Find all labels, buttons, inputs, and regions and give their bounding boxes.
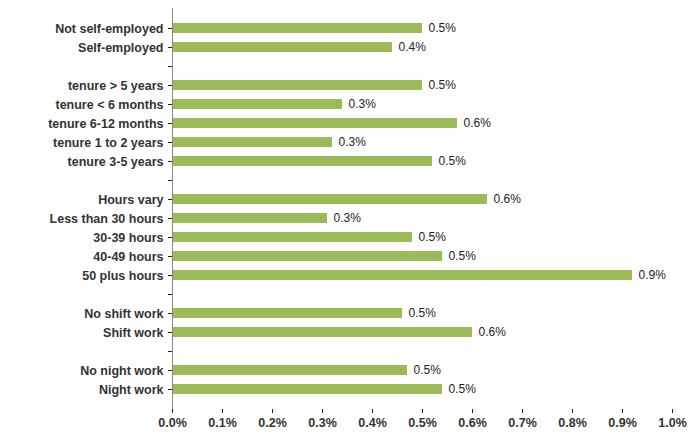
svg-text:40-49 hours: 40-49 hours <box>93 250 163 264</box>
svg-text:0.5%: 0.5% <box>419 230 447 244</box>
svg-text:0.7%: 0.7% <box>508 416 537 430</box>
svg-text:0.3%: 0.3% <box>349 97 377 111</box>
svg-text:0.6%: 0.6% <box>458 416 487 430</box>
svg-text:tenure 1 to 2 years: tenure 1 to 2 years <box>53 136 164 150</box>
svg-text:0.5%: 0.5% <box>449 249 477 263</box>
svg-text:0.4%: 0.4% <box>358 416 387 430</box>
svg-text:Shift work: Shift work <box>103 326 163 340</box>
svg-text:Less than 30 hours: Less than 30 hours <box>50 212 164 226</box>
svg-text:0.1%: 0.1% <box>208 416 237 430</box>
svg-text:0.5%: 0.5% <box>429 21 457 35</box>
svg-text:Self-employed: Self-employed <box>78 41 163 55</box>
svg-text:No shift work: No shift work <box>84 307 163 321</box>
svg-text:0.5%: 0.5% <box>439 154 467 168</box>
svg-text:0.0%: 0.0% <box>158 416 187 430</box>
svg-text:1.0%: 1.0% <box>658 416 687 430</box>
svg-text:0.5%: 0.5% <box>409 306 437 320</box>
svg-text:0.9%: 0.9% <box>639 268 667 282</box>
svg-text:0.6%: 0.6% <box>464 116 492 130</box>
svg-text:tenure > 5 years: tenure > 5 years <box>68 79 164 93</box>
svg-text:0.5%: 0.5% <box>429 78 457 92</box>
svg-text:0.5%: 0.5% <box>408 416 437 430</box>
svg-text:0.2%: 0.2% <box>258 416 287 430</box>
svg-text:0.8%: 0.8% <box>558 416 587 430</box>
svg-text:tenure 6-12 months: tenure 6-12 months <box>48 117 163 131</box>
svg-text:0.6%: 0.6% <box>479 325 507 339</box>
svg-text:0.3%: 0.3% <box>308 416 337 430</box>
svg-text:0.6%: 0.6% <box>494 192 522 206</box>
svg-text:0.3%: 0.3% <box>334 211 362 225</box>
svg-text:0.5%: 0.5% <box>449 382 477 396</box>
svg-text:0.4%: 0.4% <box>399 40 427 54</box>
svg-text:50 plus hours: 50 plus hours <box>82 269 163 283</box>
svg-text:0.9%: 0.9% <box>608 416 637 430</box>
svg-text:Night work: Night work <box>99 383 164 397</box>
svg-text:Hours vary: Hours vary <box>98 193 163 207</box>
svg-text:0.3%: 0.3% <box>339 135 367 149</box>
svg-text:0.5%: 0.5% <box>414 363 442 377</box>
svg-text:Not self-employed: Not self-employed <box>55 22 163 36</box>
svg-text:tenure < 6 months: tenure < 6 months <box>55 98 163 112</box>
svg-text:tenure 3-5 years: tenure 3-5 years <box>68 155 164 169</box>
svg-text:No night work: No night work <box>80 364 163 378</box>
svg-text:30-39 hours: 30-39 hours <box>93 231 163 245</box>
